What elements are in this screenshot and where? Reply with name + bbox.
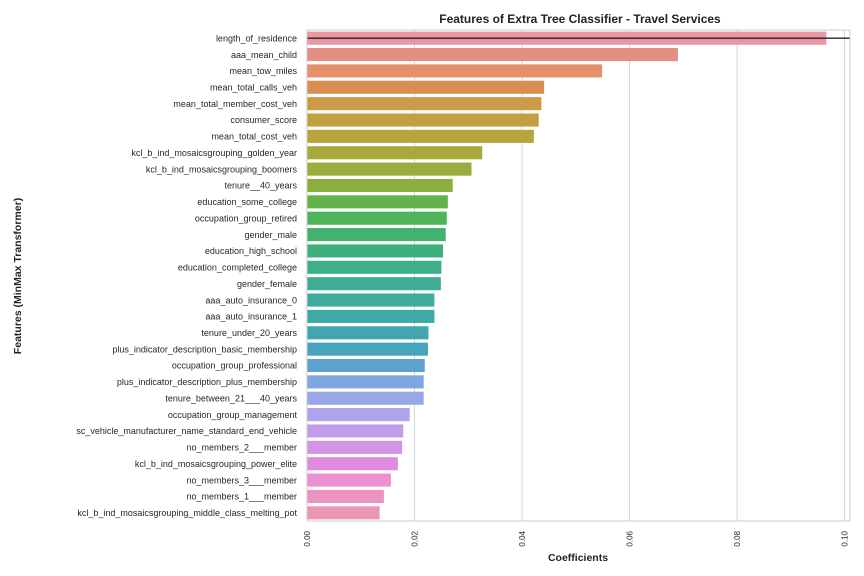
bar-mean_total_member_cost_veh — [307, 97, 542, 111]
x-axis-label: Coefficients — [548, 552, 608, 564]
bar-kcl_b_ind_mosaicsgrouping_middle_class_melting_pot — [307, 506, 380, 520]
bar-plus_indicator_description_basic_membership — [307, 342, 428, 356]
y-tick-label: length_of_residence — [216, 33, 297, 43]
bar-kcl_b_ind_mosaicsgrouping_golden_year — [307, 146, 483, 160]
bar-education_high_school — [307, 244, 444, 258]
bar-consumer_score — [307, 113, 539, 127]
y-tick-label: education_completed_college — [178, 263, 297, 273]
y-tick-label: kcl_b_ind_mosaicsgrouping_middle_class_m… — [77, 508, 297, 518]
x-tick-label: 0.02 — [411, 530, 420, 546]
y-tick-label: kcl_b_ind_mosaicsgrouping_golden_year — [131, 148, 297, 158]
bar-gender_male — [307, 228, 446, 242]
bar-education_some_college — [307, 195, 448, 209]
x-tick-label: 0.04 — [518, 530, 527, 546]
chart-title: Features of Extra Tree Classifier - Trav… — [439, 12, 721, 26]
plot-area: 0.00 0.02 0.04 0.06 0.08 0.10 length_of_reside… — [76, 29, 851, 547]
y-tick-label: tenure_between_21___40_years — [165, 393, 297, 403]
y-tick-label: aaa_auto_insurance_0 — [205, 295, 297, 305]
y-tick-label: tenure_under_20_years — [201, 328, 297, 338]
y-tick-label: education_some_college — [197, 197, 297, 207]
y-axis-label: Features (MinMax Transformer) — [12, 198, 24, 354]
bar-occupation_group_retired — [307, 211, 447, 225]
y-tick-label: tenure__40_years — [224, 181, 297, 191]
bar-no_members_2___member — [307, 440, 403, 454]
bar-occupation_group_professional — [307, 358, 425, 373]
y-tick-label: occupation_group_retired — [195, 213, 297, 223]
x-tick-label: 0.00 — [303, 530, 312, 546]
bar-mean_total_calls_veh — [307, 80, 545, 94]
bar-plus_indicator_description_plus_membership — [307, 375, 424, 389]
bar-gender_female — [307, 277, 441, 291]
bar-aaa_mean_child — [307, 48, 678, 62]
y-tick-label: plus_indicator_description_basic_members… — [112, 344, 297, 354]
bar-tenure_between_21___40_years — [307, 391, 424, 405]
bar-education_completed_college — [307, 260, 442, 274]
y-tick-label: occupation_group_professional — [172, 361, 297, 371]
y-tick-label: mean_total_calls_veh — [210, 82, 297, 92]
y-tick-label: kcl_b_ind_mosaicsgrouping_boomers — [146, 164, 298, 174]
bar-no_members_1___member — [307, 489, 384, 503]
y-tick-label: occupation_group_management — [168, 410, 298, 420]
bar-occupation_group_management — [307, 408, 410, 422]
bar-kcl_b_ind_mosaicsgrouping_power_elite — [307, 457, 398, 471]
bar-tenure_under_20_years — [307, 326, 429, 340]
y-tick-label: mean_total_member_cost_veh — [173, 99, 297, 109]
bar-sc_vehicle_manufacturer_name_standard_end_vehicle — [307, 424, 404, 438]
y-tick-label: plus_indicator_description_plus_membersh… — [117, 377, 297, 387]
x-tick-label: 0.10 — [841, 530, 850, 546]
y-tick-label: kcl_b_ind_mosaicsgrouping_power_elite — [135, 459, 297, 469]
y-tick-label: aaa_mean_child — [231, 50, 297, 60]
y-tick-label: gender_male — [244, 230, 297, 240]
y-tick-label: education_high_school — [205, 246, 297, 256]
y-tick-label: aaa_auto_insurance_1 — [205, 312, 297, 322]
bar-aaa_auto_insurance_1 — [307, 309, 435, 323]
y-tick-label: mean_tow_miles — [229, 66, 297, 76]
bar-tenure__40_years — [307, 178, 453, 193]
bar-no_members_3___member — [307, 473, 391, 487]
x-tick-label: 0.08 — [733, 530, 742, 546]
bar-mean_tow_miles — [307, 64, 603, 78]
y-tick-label: sc_vehicle_manufacturer_name_standard_en… — [76, 426, 297, 436]
y-tick-label: consumer_score — [230, 115, 297, 125]
y-tick-label: no_members_1___member — [186, 492, 297, 502]
bar-kcl_b_ind_mosaicsgrouping_boomers — [307, 162, 472, 176]
bar-aaa_auto_insurance_0 — [307, 293, 435, 307]
y-tick-label: no_members_2___member — [186, 443, 297, 453]
y-tick-label: no_members_3___member — [186, 475, 297, 485]
bar-mean_total_cost_veh — [307, 129, 534, 143]
y-tick-label: gender_female — [237, 279, 297, 289]
x-tick-label: 0.06 — [626, 530, 635, 546]
y-tick-label: mean_total_cost_veh — [211, 132, 297, 142]
